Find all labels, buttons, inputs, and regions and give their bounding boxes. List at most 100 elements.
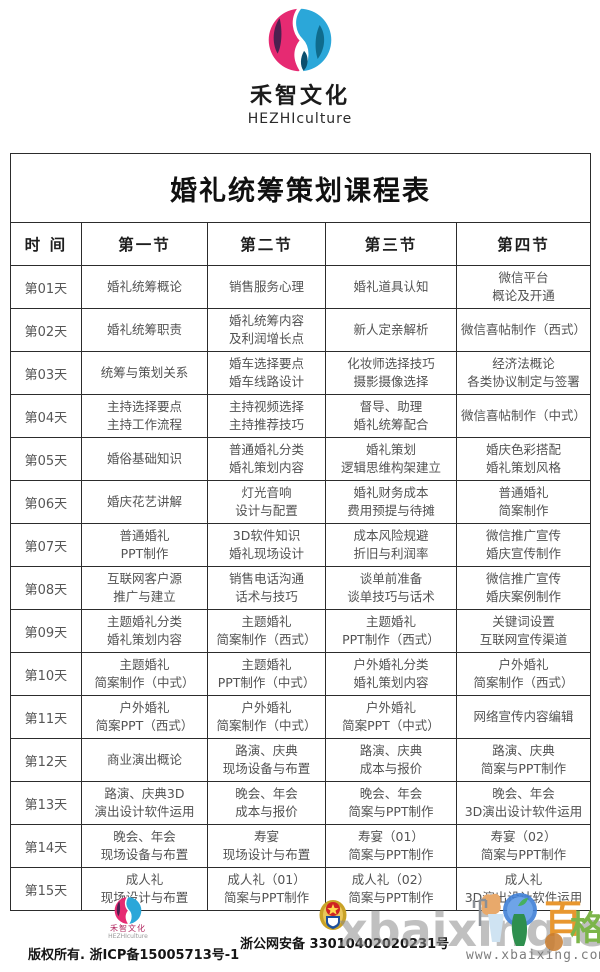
- day-label: 第10天: [10, 652, 82, 696]
- footer-brand-en: HEZHIculture: [108, 932, 148, 940]
- table-row: 第11天 户外婚礼 简案PPT（西式） 户外婚礼 简案制作（中式） 户外婚礼 简案PPT（中…: [10, 695, 591, 739]
- course-cell: 成本风险规避 折旧与利润率: [324, 523, 458, 567]
- course-cell: 经济法概论 各类协议制定与签署: [456, 351, 591, 395]
- course-cell: 普通婚礼 简案制作: [456, 480, 591, 524]
- course-cell: 婚礼统筹内容 及利润增长点: [207, 308, 326, 352]
- day-label: 第11天: [10, 695, 82, 739]
- course-cell: 网络宣传内容编辑: [456, 695, 591, 739]
- course-cell: 微信喜帖制作（西式）: [456, 308, 591, 352]
- table-title: 婚礼统筹策划课程表: [10, 153, 591, 223]
- course-cell: 晚会、年会 简案与PPT制作: [324, 781, 458, 825]
- course-cell: 婚礼统筹概论: [80, 265, 209, 309]
- course-cell: 婚礼策划 逻辑思维构架建立: [324, 437, 458, 481]
- course-cell: 晚会、年会 现场设备与布置: [80, 824, 209, 868]
- course-cell: 谈单前准备 谈单技巧与话术: [324, 566, 458, 610]
- course-cell: 户外婚礼 简案PPT（中式）: [324, 695, 458, 739]
- course-cell: 统筹与策划关系: [80, 351, 209, 395]
- table-row: 第07天 普通婚礼 PPT制作 3D软件知识 婚礼现场设计 成本风险规避 折旧与利润率 微信推…: [10, 523, 591, 567]
- course-cell: 微信喜帖制作（中式）: [456, 394, 591, 438]
- day-label: 第06天: [10, 480, 82, 524]
- column-header-2: 第二节: [207, 222, 326, 266]
- course-cell: 主持视频选择 主持推荐技巧: [207, 394, 326, 438]
- course-cell: 主题婚礼 PPT制作（中式）: [207, 652, 326, 696]
- brand-header: 禾智文化 HEZHIculture: [0, 6, 600, 127]
- table-row: 第03天 统筹与策划关系 婚车选择要点 婚车线路设计 化妆师选择技巧 摄影摄像选择 经济法概…: [10, 351, 591, 395]
- course-cell: 婚俗基础知识: [80, 437, 209, 481]
- table-row: 第08天 互联网客户源 推广与建立 销售电话沟通 话术与技巧 谈单前准备 谈单技巧与话术 微信…: [10, 566, 591, 610]
- course-cell: 灯光音响 设计与配置: [207, 480, 326, 524]
- course-cell: 销售服务心理: [207, 265, 326, 309]
- course-cell: 寿宴（01） 简案与PPT制作: [324, 824, 458, 868]
- course-cell: 婚礼统筹职责: [80, 308, 209, 352]
- course-cell: 主题婚礼分类 婚礼策划内容: [80, 609, 209, 653]
- course-cell: 成人礼（02） 简案与PPT制作: [324, 867, 458, 911]
- course-cell: 微信平台 概论及开通: [456, 265, 591, 309]
- course-cell: 微信推广宣传 婚庆案例制作: [456, 566, 591, 610]
- icp-copyright-text: 版权所有. 浙ICP备15005713号-1: [28, 948, 240, 964]
- column-header-4: 第四节: [456, 222, 591, 266]
- table-row: 第05天 婚俗基础知识 普通婚礼分类 婚礼策划内容 婚礼策划 逻辑思维构架建立 婚庆色彩搭配…: [10, 437, 591, 481]
- hezhi-logo-icon: [268, 6, 332, 74]
- day-label: 第13天: [10, 781, 82, 825]
- course-cell: 婚车选择要点 婚车线路设计: [207, 351, 326, 395]
- course-cell: 互联网客户源 推广与建立: [80, 566, 209, 610]
- course-cell: 主持选择要点 主持工作流程: [80, 394, 209, 438]
- footer-police-block: 浙公网安备 33010402020231号: [240, 898, 470, 952]
- brand-name-cn: 禾智文化: [249, 84, 350, 109]
- table-row: 第09天 主题婚礼分类 婚礼策划内容 主题婚礼 简案制作（西式） 主题婚礼 PPT制作（西式…: [10, 609, 591, 653]
- hezhi-logo-small-icon: [114, 896, 142, 925]
- course-cell: 督导、助理 婚礼统筹配合: [324, 394, 458, 438]
- course-cell: 晚会、年会 成本与报价: [207, 781, 326, 825]
- day-label: 第05天: [10, 437, 82, 481]
- course-table-body: 第01天 婚礼统筹概论 销售服务心理 婚礼道具认知 微信平台 概论及开通 第02天 婚礼统筹职…: [10, 265, 591, 911]
- footer-copyright-block: 禾智文化 HEZHIculture 版权所有. 浙ICP备15005713号-1: [28, 896, 240, 964]
- course-cell: 化妆师选择技巧 摄影摄像选择: [324, 351, 458, 395]
- table-row: 第15天 成人礼 现场设计与布置 成人礼（01） 简案与PPT制作 成人礼（02） 简案与P…: [10, 867, 591, 911]
- day-label: 第04天: [10, 394, 82, 438]
- table-row: 第04天 主持选择要点 主持工作流程 主持视频选择 主持推荐技巧 督导、助理 婚礼统筹配合微…: [10, 394, 591, 438]
- day-label: 第03天: [10, 351, 82, 395]
- course-cell: 户外婚礼 简案PPT（西式）: [80, 695, 209, 739]
- course-cell: 户外婚礼 简案制作（西式）: [456, 652, 591, 696]
- table-row: 第12天 商业演出概论 路演、庆典 现场设备与布置 路演、庆典 成本与报价 路演、庆典 简案与…: [10, 738, 591, 782]
- course-cell: 寿宴（02） 简案与PPT制作: [456, 824, 591, 868]
- course-cell: 普通婚礼 PPT制作: [80, 523, 209, 567]
- footer-brand-cn: 禾智文化: [110, 924, 146, 933]
- table-row: 第13天 路演、庆典3D 演出设计软件运用 晚会、年会 成本与报价 晚会、年会 简案与PPT…: [10, 781, 591, 825]
- course-cell: 晚会、年会 3D演出设计软件运用: [456, 781, 591, 825]
- course-cell: 户外婚礼分类 婚礼策划内容: [324, 652, 458, 696]
- column-header-3: 第三节: [324, 222, 458, 266]
- course-cell: 商业演出概论: [80, 738, 209, 782]
- day-label: 第12天: [10, 738, 82, 782]
- course-cell: 主题婚礼 PPT制作（西式）: [324, 609, 458, 653]
- day-label: 第09天: [10, 609, 82, 653]
- course-cell: 寿宴 现场设计与布置: [207, 824, 326, 868]
- course-cell: 路演、庆典 简案与PPT制作: [456, 738, 591, 782]
- table-row: 第14天 晚会、年会 现场设备与布置 寿宴 现场设计与布置 寿宴（01） 简案与PPT制作寿…: [10, 824, 591, 868]
- day-label: 第08天: [10, 566, 82, 610]
- day-label: 第15天: [10, 867, 82, 911]
- day-label: 第14天: [10, 824, 82, 868]
- table-title-row: 婚礼统筹策划课程表: [10, 153, 591, 223]
- course-table-wrap: 婚礼统筹策划课程表 时 间第一节 第二节 第三节 第四节 第01天 婚礼统筹概论 销售服务…: [10, 153, 591, 911]
- course-cell: 路演、庆典 成本与报价: [324, 738, 458, 782]
- day-label: 第01天: [10, 265, 82, 309]
- course-cell: 婚庆花艺讲解: [80, 480, 209, 524]
- table-row: 第02天 婚礼统筹职责 婚礼统筹内容 及利润增长点 新人定亲解析 微信喜帖制作（西式）: [10, 308, 591, 352]
- table-row: 第10天 主题婚礼 简案制作（中式） 主题婚礼 PPT制作（中式） 户外婚礼分类 婚礼策划内…: [10, 652, 591, 696]
- day-label: 第07天: [10, 523, 82, 567]
- watermark-url-text: www.xbaixing.com: [466, 948, 600, 963]
- course-cell: 成人礼（01） 简案与PPT制作: [207, 867, 326, 911]
- course-cell: 新人定亲解析: [324, 308, 458, 352]
- course-cell: 婚庆色彩搭配 婚礼策划风格: [456, 437, 591, 481]
- svg-text:百: 百: [544, 897, 582, 941]
- course-cell: 户外婚礼 简案制作（中式）: [207, 695, 326, 739]
- baixing-watermark-logo-icon: 百 格: [472, 893, 600, 951]
- day-label: 第02天: [10, 308, 82, 352]
- course-cell: 普通婚礼分类 婚礼策划内容: [207, 437, 326, 481]
- course-cell: 销售电话沟通 话术与技巧: [207, 566, 326, 610]
- course-cell: 路演、庆典 现场设备与布置: [207, 738, 326, 782]
- column-header-0: 时 间: [10, 222, 82, 266]
- svg-text:格: 格: [570, 909, 600, 949]
- course-cell: 婚礼道具认知: [324, 265, 458, 309]
